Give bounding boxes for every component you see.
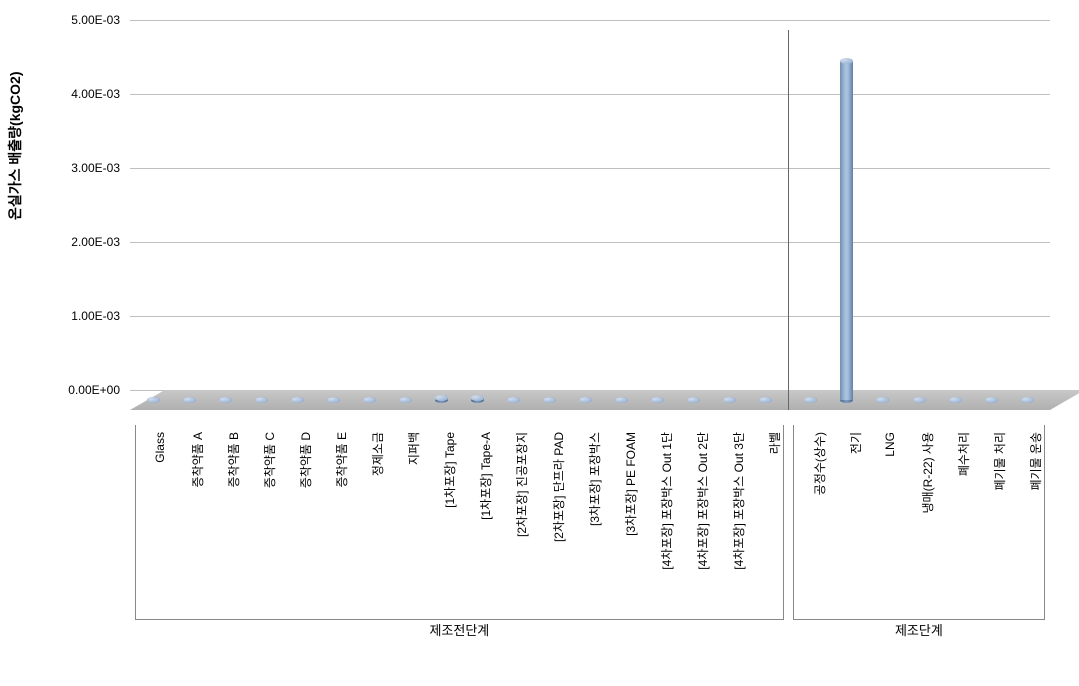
bar xyxy=(579,397,592,400)
group-label: 제조전단계 xyxy=(135,620,784,639)
bar xyxy=(291,397,304,400)
bar-slot xyxy=(748,40,784,400)
emissions-bar-chart: 온실가스 배출량(kgCO2) 0.00E+001.00E-032.00E-03… xyxy=(10,10,1069,676)
bar xyxy=(183,397,196,400)
bar-slot xyxy=(532,40,568,400)
y-axis-label: 온실가스 배출량(kgCO2) xyxy=(5,72,25,221)
bar-slot xyxy=(315,40,351,400)
bar-slot xyxy=(604,40,640,400)
bar xyxy=(147,397,160,400)
bar-slot xyxy=(387,40,423,400)
bar xyxy=(759,397,772,400)
bar-slot xyxy=(829,40,865,400)
plot-area xyxy=(130,20,1050,410)
bar xyxy=(615,397,628,400)
bar xyxy=(327,397,340,400)
y-tick-label: 1.00E-03 xyxy=(35,309,120,323)
bar xyxy=(687,397,700,400)
bar xyxy=(840,58,853,400)
bar-slot xyxy=(1009,40,1045,400)
bar xyxy=(913,397,926,400)
bar xyxy=(219,397,232,400)
bar-slot xyxy=(279,40,315,400)
bar xyxy=(1021,397,1034,400)
bar xyxy=(949,397,962,400)
bar xyxy=(723,397,736,400)
bar-slot xyxy=(423,40,459,400)
bar-slot xyxy=(243,40,279,400)
bar-slot xyxy=(135,40,171,400)
bar-slot xyxy=(937,40,973,400)
bar-slot xyxy=(171,40,207,400)
bar-slot xyxy=(459,40,495,400)
group-label: 제조단계 xyxy=(793,620,1045,639)
bar-slot xyxy=(568,40,604,400)
group-bracket xyxy=(793,425,1045,620)
bar-slot xyxy=(640,40,676,400)
bar-slot xyxy=(207,40,243,400)
bar xyxy=(651,397,664,400)
bar xyxy=(876,397,889,400)
bar-slot xyxy=(495,40,531,400)
bar xyxy=(985,397,998,400)
y-tick-label: 0.00E+00 xyxy=(35,383,120,397)
y-tick-label: 2.00E-03 xyxy=(35,235,120,249)
bar-slot xyxy=(973,40,1009,400)
bar-slot xyxy=(901,40,937,400)
bar xyxy=(399,397,412,400)
gridline xyxy=(130,20,1050,21)
bar xyxy=(507,397,520,400)
bar xyxy=(804,397,817,400)
bar-slot xyxy=(676,40,712,400)
bar xyxy=(255,397,268,400)
bar-slot xyxy=(865,40,901,400)
bar-slot xyxy=(712,40,748,400)
y-tick-label: 5.00E-03 xyxy=(35,13,120,27)
bar-slot xyxy=(793,40,829,400)
bar xyxy=(471,395,484,400)
bar-slot xyxy=(351,40,387,400)
y-tick-label: 4.00E-03 xyxy=(35,87,120,101)
bar xyxy=(543,397,556,400)
bar-series xyxy=(130,40,1050,400)
bar xyxy=(435,395,448,400)
group-separator xyxy=(788,30,789,410)
group-labels: 제조전단계 제조단계 xyxy=(130,620,1050,639)
y-tick-label: 3.00E-03 xyxy=(35,161,120,175)
bar xyxy=(363,397,376,400)
group-bracket xyxy=(135,425,784,620)
